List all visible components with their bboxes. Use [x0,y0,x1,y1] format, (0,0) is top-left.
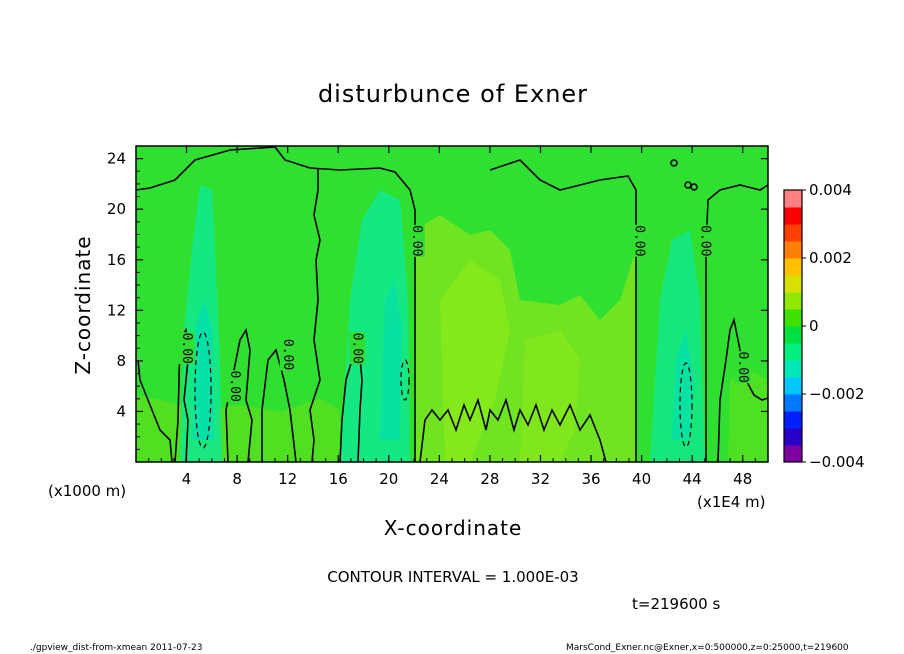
colorbar-swatch [784,377,802,395]
y-tick-label: 20 [107,200,126,218]
contour-label-bg [349,332,366,365]
contour-label-bg [734,351,751,384]
contour-labels: 0.00 0.00 0.00 0.00 0.00 0.00 0.00 0.00 [178,224,751,403]
footer-left: ./gpview_dist-from-xmean 2011-07-23 [30,643,202,653]
x-tick-label: 8 [232,470,242,488]
x-tick-label: 44 [683,470,702,488]
colorbar-swatch [784,224,802,242]
colorbar-swatch [784,309,802,327]
colorbar-tick-label: −0.002 [809,385,865,403]
contour-label: 0.00 [735,352,750,383]
x-tick-label: 4 [182,470,192,488]
colorbar-swatch [784,360,802,378]
x-unit-label-right: (x1E4 m) [697,493,766,511]
x-tick-label: 48 [733,470,752,488]
y-tick-label: 16 [107,251,126,269]
colorbar-swatch [784,241,802,259]
x-tick-label: 24 [430,470,449,488]
x-tick-label: 16 [329,470,348,488]
colorbar-tick-label: 0.002 [809,249,852,267]
colorbar-swatch [784,428,802,446]
colorbar-swatch [784,445,802,463]
y-tick-label: 12 [107,301,126,319]
colorbar-swatch [784,411,802,429]
colorbar-tick-label: −0.004 [809,453,865,471]
colorbar-swatch [784,190,802,208]
contour-label-bg [631,224,648,257]
contour-label-bg [408,224,425,257]
x-tick-label: 32 [531,470,550,488]
y-tick-label: 24 [107,150,126,168]
plot-area: 0.00 0.00 0.00 0.00 0.00 0.00 0.00 0.00 [135,145,769,463]
contour-label-bg [226,370,243,403]
y-tick-label: 8 [116,352,126,370]
x-tick-label: 36 [581,470,600,488]
contour-label: 0.00 [409,225,424,256]
colorbar-tick-label: 0 [809,317,819,335]
x-unit-label: (x1000 m) [48,482,126,500]
contour-label: 0.00 [350,333,365,364]
contour-label: 0.00 [697,225,712,256]
x-tick-label: 40 [632,470,651,488]
contour-label: 0.00 [179,333,194,364]
negative-contours [194,331,693,449]
colorbar-swatch [784,326,802,344]
contour-label-bg [696,224,713,257]
contour-label: 0.00 [227,371,242,402]
x-tick-label: 12 [278,470,297,488]
chart-title: disturbunce of Exner [318,80,588,108]
time-label: t=219600 s [632,595,720,613]
contour-interval-text: CONTOUR INTERVAL = 1.000E-03 [327,568,578,586]
colorbar: 0.004 0.002 0 −0.002 −0.004 [783,181,865,471]
colorbar-swatch [784,258,802,276]
x-tick-label: 28 [480,470,499,488]
x-axis: 4 8 12 16 20 24 28 32 36 40 44 48 [148,146,756,488]
colorbar-swatch [784,394,802,412]
y-axis-label: Z-coordinate [71,235,95,374]
x-axis-label: X-coordinate [384,516,523,540]
colorbar-swatch [784,207,802,225]
y-axis: 4 8 12 16 20 24 [107,150,768,450]
contour-label: 0.00 [280,339,295,370]
y-tick-label: 4 [116,402,126,420]
colorbar-swatch [784,292,802,310]
contour-label-bg [178,332,195,365]
colorbar-swatch [784,343,802,361]
x-tick-label: 20 [379,470,398,488]
colorbar-swatch [784,275,802,293]
contour-label-bg [279,338,296,371]
colorbar-tick-label: 0.004 [809,181,852,199]
footer-right: MarsCond_Exner.nc@Exner,x=0:500000,z=0:2… [566,643,849,653]
contour-label: 0.00 [632,225,647,256]
